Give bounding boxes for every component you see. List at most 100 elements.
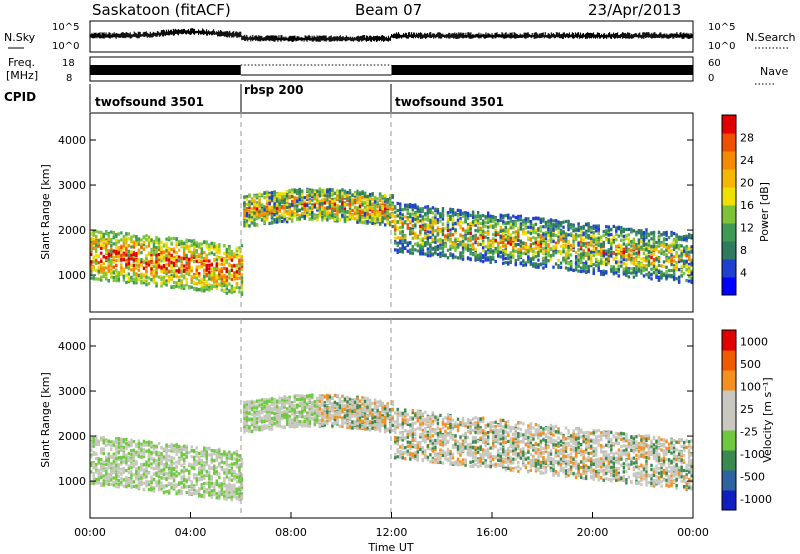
range-gate-cell bbox=[223, 288, 226, 292]
range-gate-cell bbox=[461, 220, 465, 225]
range-gate-cell bbox=[642, 237, 646, 242]
range-gate-cell bbox=[527, 219, 530, 223]
range-gate-cell bbox=[416, 205, 420, 209]
range-gate-cell bbox=[409, 220, 412, 224]
range-gate-cell bbox=[622, 270, 626, 274]
range-gate-cell bbox=[301, 205, 304, 209]
range-gate-cell bbox=[326, 210, 329, 214]
range-gate-cell bbox=[507, 215, 510, 220]
range-gate-cell bbox=[175, 258, 178, 262]
range-gate-cell bbox=[411, 251, 414, 255]
range-gate-cell bbox=[238, 246, 241, 250]
range-gate-cell bbox=[240, 244, 244, 248]
range-gate-cell bbox=[378, 218, 382, 223]
range-gate-cell bbox=[293, 199, 296, 204]
range-gate-cell bbox=[645, 272, 648, 277]
range-gate-cell bbox=[391, 203, 394, 207]
range-gate-cell bbox=[122, 269, 126, 274]
range-gate-cell bbox=[122, 234, 126, 239]
range-gate-cell bbox=[612, 270, 615, 274]
range-gate-cell bbox=[456, 214, 460, 218]
range-gate-cell bbox=[175, 243, 178, 247]
range-gate-cell bbox=[140, 279, 143, 283]
range-gate-cell bbox=[213, 271, 216, 276]
range-gate-cell bbox=[311, 198, 314, 202]
cpid-segment-label: rbsp 200 bbox=[244, 83, 303, 97]
range-gate-cell bbox=[479, 234, 482, 239]
range-gate-cell bbox=[263, 196, 266, 200]
range-gate-cell bbox=[489, 244, 492, 248]
range-gate-cell bbox=[200, 259, 203, 263]
range-gate-cell bbox=[346, 215, 349, 219]
range-gate-cell bbox=[92, 229, 95, 233]
range-gate-cell bbox=[333, 217, 337, 222]
range-gate-cell bbox=[582, 243, 585, 248]
range-gate-cell bbox=[333, 205, 337, 209]
range-gate-cell bbox=[245, 223, 249, 227]
range-gate-cell bbox=[115, 251, 118, 256]
range-gate-cell bbox=[125, 280, 128, 285]
range-gate-cell bbox=[441, 222, 445, 226]
range-gate-cell bbox=[255, 214, 259, 218]
range-gate-cell bbox=[318, 191, 322, 195]
range-gate-cell bbox=[152, 241, 156, 246]
range-gate-cell bbox=[499, 225, 502, 230]
range-gate-cell bbox=[587, 224, 590, 229]
range-gate-cell bbox=[182, 276, 186, 280]
range-gate-cell bbox=[200, 255, 203, 260]
range-gate-cell bbox=[579, 269, 583, 274]
range-gate-cell bbox=[160, 284, 163, 288]
range-gate-cell bbox=[198, 274, 201, 278]
range-gate-cell bbox=[419, 242, 422, 246]
range-gate-cell bbox=[127, 272, 131, 276]
range-gate-cell bbox=[574, 250, 578, 255]
range-gate-cell bbox=[371, 192, 374, 196]
range-gate-cell bbox=[383, 196, 387, 200]
range-gate-cell bbox=[215, 246, 219, 250]
range-gate-cell bbox=[185, 258, 188, 262]
range-gate-cell bbox=[539, 219, 543, 223]
range-gate-cell bbox=[439, 246, 442, 250]
range-gate-cell bbox=[328, 200, 332, 204]
range-gate-cell bbox=[421, 252, 425, 256]
range-gate-cell bbox=[559, 222, 563, 226]
range-gate-cell bbox=[331, 188, 334, 192]
range-gate-cell bbox=[243, 210, 246, 214]
range-gate-cell bbox=[162, 250, 166, 254]
range-gate-cell bbox=[220, 282, 224, 286]
range-gate-cell bbox=[187, 262, 191, 266]
range-gate-cell bbox=[235, 285, 239, 290]
range-gate-cell bbox=[474, 223, 477, 227]
range-gate-cell bbox=[409, 203, 412, 207]
range-gate-cell bbox=[371, 197, 374, 201]
range-gate-cell bbox=[177, 285, 181, 289]
range-gate-cell bbox=[165, 263, 168, 267]
range-gate-cell bbox=[117, 249, 121, 253]
range-gate-cell bbox=[612, 268, 615, 272]
range-gate-cell bbox=[612, 224, 615, 229]
range-gate-cell bbox=[162, 268, 166, 273]
range-gate-cell bbox=[592, 271, 595, 276]
range-gate-cell bbox=[157, 264, 161, 268]
range-gate-cell bbox=[238, 272, 241, 276]
range-gate-cell bbox=[308, 209, 311, 213]
range-gate-cell bbox=[182, 251, 186, 255]
range-gate-cell bbox=[170, 276, 173, 280]
range-gate-cell bbox=[255, 194, 259, 198]
range-gate-cell bbox=[275, 193, 279, 197]
range-gate-cell bbox=[170, 256, 173, 260]
range-gate-cell bbox=[135, 281, 138, 285]
range-gate-cell bbox=[476, 254, 480, 258]
range-gate-cell bbox=[383, 198, 387, 202]
range-gate-cell bbox=[605, 252, 608, 256]
range-gate-cell bbox=[278, 204, 281, 209]
range-gate-cell bbox=[235, 270, 239, 274]
range-gate-cell bbox=[454, 228, 457, 232]
range-gate-cell bbox=[527, 217, 530, 221]
range-gate-cell bbox=[160, 256, 163, 260]
range-gate-cell bbox=[642, 274, 646, 278]
range-gate-cell bbox=[464, 231, 467, 236]
range-gate-cell bbox=[318, 206, 322, 211]
range-gate-cell bbox=[562, 231, 565, 235]
range-gate-cell bbox=[564, 250, 568, 254]
